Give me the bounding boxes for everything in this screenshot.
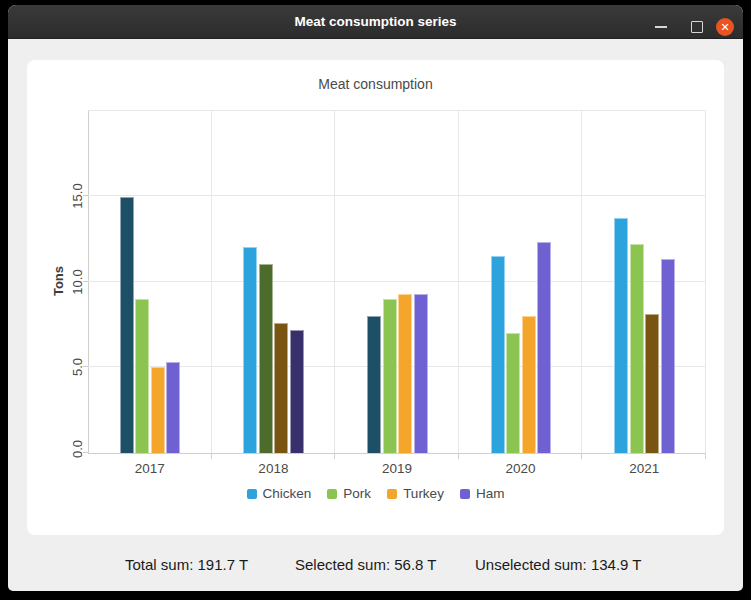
bar-turkey-2017[interactable] bbox=[151, 367, 165, 453]
x-category-label-2021: 2021 bbox=[629, 461, 659, 476]
chart-card: Meat consumption Tons 0.0 5.0 10.0 15.0 201… bbox=[27, 60, 724, 535]
bar-ham-2017[interactable] bbox=[166, 362, 180, 453]
bar-chicken-2017[interactable] bbox=[120, 197, 134, 453]
window-title: Meat consumption series bbox=[8, 5, 743, 38]
app-window: Meat consumption series ✕ Meat consumpti… bbox=[8, 5, 743, 591]
x-category-label-2019: 2019 bbox=[382, 461, 412, 476]
bar-chicken-2020[interactable] bbox=[491, 256, 505, 453]
chart-title: Meat consumption bbox=[27, 76, 724, 92]
legend-item-turkey[interactable]: Turkey bbox=[387, 486, 444, 501]
selected-sum-label: Selected sum: 56.8 T bbox=[295, 556, 436, 573]
x-category-label-2017: 2017 bbox=[135, 461, 165, 476]
v-gridline bbox=[458, 110, 459, 453]
v-gridline bbox=[705, 110, 706, 453]
y-tick-label: 5.0 bbox=[70, 358, 85, 376]
x-tick bbox=[581, 454, 582, 459]
h-gridline bbox=[88, 195, 706, 196]
y-axis-line bbox=[88, 110, 89, 453]
bar-ham-2020[interactable] bbox=[537, 242, 551, 453]
bar-chicken-2019[interactable] bbox=[367, 316, 381, 453]
bar-ham-2021[interactable] bbox=[661, 259, 675, 453]
legend-label: Pork bbox=[343, 486, 371, 501]
legend-label: Ham bbox=[476, 486, 505, 501]
plot-top-border bbox=[88, 110, 706, 111]
x-category-label-2018: 2018 bbox=[258, 461, 288, 476]
titlebar: Meat consumption series ✕ bbox=[8, 5, 743, 39]
x-category-label-2020: 2020 bbox=[506, 461, 536, 476]
bar-pork-2018[interactable] bbox=[259, 264, 273, 453]
v-gridline bbox=[334, 110, 335, 453]
v-gridline bbox=[581, 110, 582, 453]
bar-chicken-2021[interactable] bbox=[614, 218, 628, 453]
x-tick bbox=[705, 454, 706, 459]
x-tick bbox=[211, 454, 212, 459]
legend-marker-icon bbox=[327, 489, 337, 499]
x-tick bbox=[334, 454, 335, 459]
bar-pork-2020[interactable] bbox=[506, 333, 520, 453]
bar-ham-2019[interactable] bbox=[414, 294, 428, 453]
screenshot-stage: Meat consumption series ✕ Meat consumpti… bbox=[0, 0, 751, 600]
bar-chicken-2018[interactable] bbox=[243, 247, 257, 453]
legend-marker-icon bbox=[460, 489, 470, 499]
x-axis-line bbox=[88, 453, 706, 454]
bar-turkey-2020[interactable] bbox=[522, 316, 536, 453]
bar-ham-2018[interactable] bbox=[290, 330, 304, 453]
bar-pork-2021[interactable] bbox=[630, 244, 644, 453]
legend-item-pork[interactable]: Pork bbox=[327, 486, 371, 501]
legend-marker-icon bbox=[247, 489, 257, 499]
y-axis-title: Tons bbox=[51, 266, 66, 296]
total-sum-label: Total sum: 191.7 T bbox=[125, 556, 248, 573]
chart-legend: Chicken Pork Turkey Ham bbox=[27, 486, 724, 501]
v-gridline bbox=[211, 110, 212, 453]
legend-label: Turkey bbox=[403, 486, 444, 501]
legend-label: Chicken bbox=[263, 486, 312, 501]
unselected-sum-label: Unselected sum: 134.9 T bbox=[475, 556, 641, 573]
x-tick bbox=[458, 454, 459, 459]
minimize-icon[interactable] bbox=[655, 26, 667, 28]
legend-item-ham[interactable]: Ham bbox=[460, 486, 505, 501]
bar-pork-2017[interactable] bbox=[135, 299, 149, 453]
legend-marker-icon bbox=[387, 489, 397, 499]
maximize-icon[interactable] bbox=[691, 21, 703, 33]
y-tick-label: 10.0 bbox=[70, 269, 85, 294]
bar-turkey-2018[interactable] bbox=[274, 323, 288, 453]
bar-pork-2019[interactable] bbox=[383, 299, 397, 453]
bar-turkey-2019[interactable] bbox=[398, 294, 412, 453]
y-tick-label: 0.0 bbox=[70, 440, 85, 458]
plot-area bbox=[88, 110, 706, 453]
bar-turkey-2021[interactable] bbox=[645, 314, 659, 453]
close-icon[interactable]: ✕ bbox=[716, 18, 734, 36]
y-tick-label: 15.0 bbox=[70, 183, 85, 208]
legend-item-chicken[interactable]: Chicken bbox=[247, 486, 312, 501]
